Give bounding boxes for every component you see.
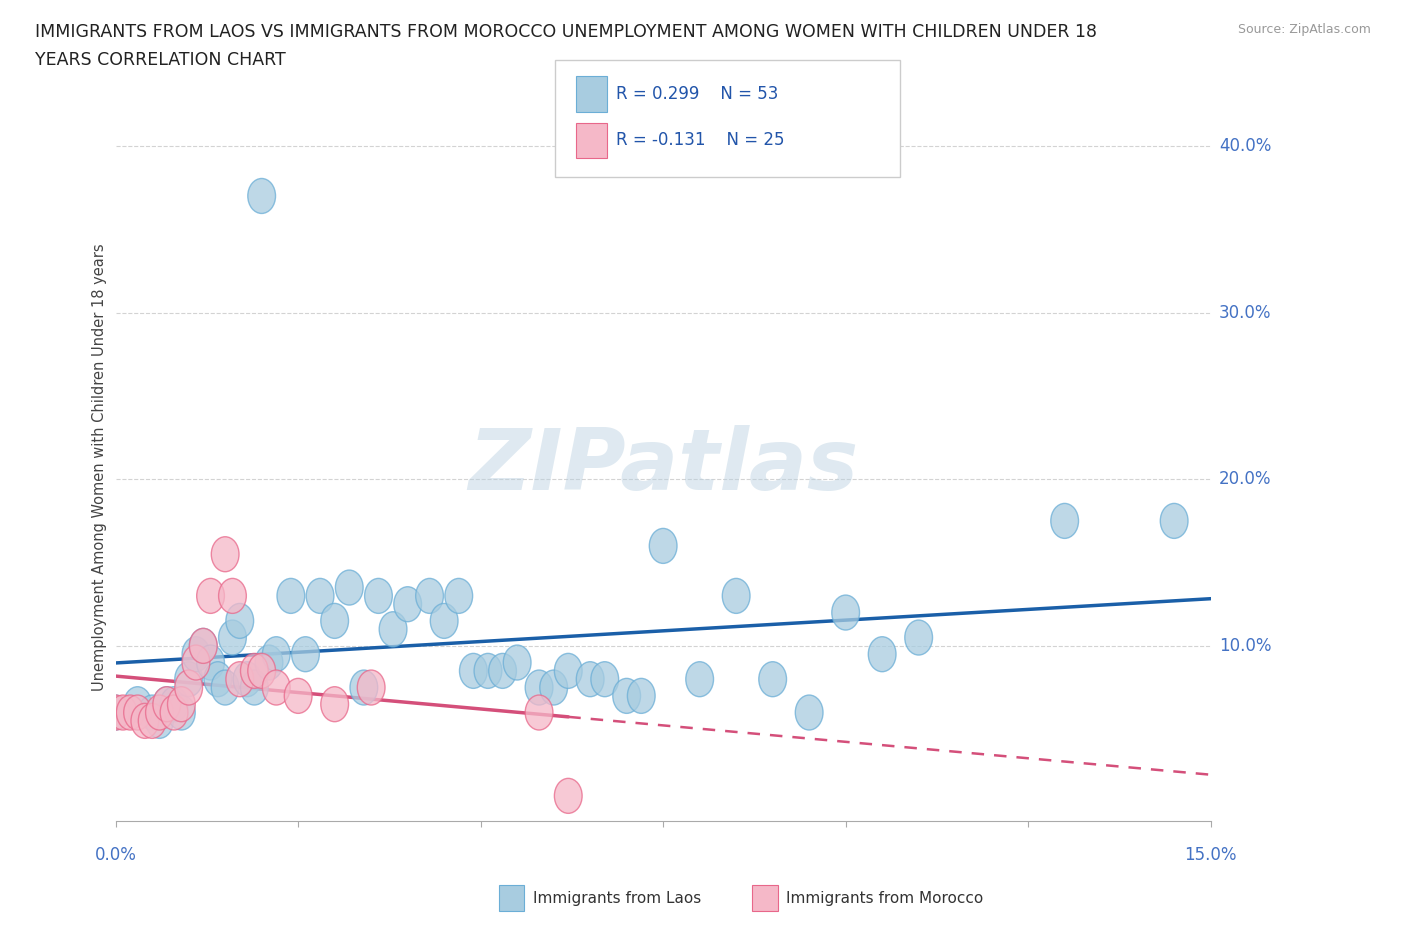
Ellipse shape bbox=[474, 654, 502, 688]
Ellipse shape bbox=[627, 678, 655, 713]
Ellipse shape bbox=[263, 670, 290, 705]
Ellipse shape bbox=[174, 662, 202, 697]
Ellipse shape bbox=[101, 695, 129, 730]
Ellipse shape bbox=[247, 179, 276, 214]
Ellipse shape bbox=[190, 629, 217, 663]
Ellipse shape bbox=[160, 695, 188, 730]
Ellipse shape bbox=[190, 629, 217, 663]
Ellipse shape bbox=[218, 578, 246, 614]
Ellipse shape bbox=[832, 595, 859, 630]
Ellipse shape bbox=[101, 695, 129, 730]
Ellipse shape bbox=[686, 662, 713, 697]
Ellipse shape bbox=[124, 686, 152, 722]
Ellipse shape bbox=[489, 654, 516, 688]
Text: YEARS CORRELATION CHART: YEARS CORRELATION CHART bbox=[35, 51, 285, 69]
Ellipse shape bbox=[526, 670, 553, 705]
Ellipse shape bbox=[350, 670, 378, 705]
Ellipse shape bbox=[1050, 503, 1078, 538]
Ellipse shape bbox=[197, 578, 225, 614]
Ellipse shape bbox=[153, 686, 180, 722]
Ellipse shape bbox=[110, 695, 136, 730]
Ellipse shape bbox=[416, 578, 443, 614]
Ellipse shape bbox=[183, 637, 209, 671]
Ellipse shape bbox=[218, 620, 246, 655]
Ellipse shape bbox=[380, 612, 406, 646]
Ellipse shape bbox=[153, 686, 180, 722]
Ellipse shape bbox=[167, 695, 195, 730]
Text: 30.0%: 30.0% bbox=[1219, 303, 1271, 322]
Ellipse shape bbox=[211, 670, 239, 705]
Ellipse shape bbox=[321, 686, 349, 722]
Ellipse shape bbox=[226, 604, 253, 638]
Ellipse shape bbox=[146, 703, 173, 738]
Ellipse shape bbox=[336, 570, 363, 605]
Ellipse shape bbox=[526, 695, 553, 730]
Text: R = 0.299    N = 53: R = 0.299 N = 53 bbox=[616, 85, 778, 103]
Y-axis label: Unemployment Among Women with Children Under 18 years: Unemployment Among Women with Children U… bbox=[93, 243, 107, 691]
Ellipse shape bbox=[146, 695, 173, 730]
Ellipse shape bbox=[613, 678, 641, 713]
Ellipse shape bbox=[591, 662, 619, 697]
Ellipse shape bbox=[183, 645, 209, 680]
Ellipse shape bbox=[430, 604, 458, 638]
Ellipse shape bbox=[204, 662, 232, 697]
Text: Immigrants from Laos: Immigrants from Laos bbox=[533, 891, 702, 906]
Ellipse shape bbox=[124, 695, 152, 730]
Ellipse shape bbox=[263, 637, 290, 671]
Ellipse shape bbox=[444, 578, 472, 614]
Text: Immigrants from Morocco: Immigrants from Morocco bbox=[786, 891, 983, 906]
Ellipse shape bbox=[233, 662, 262, 697]
Ellipse shape bbox=[357, 670, 385, 705]
Ellipse shape bbox=[277, 578, 305, 614]
Ellipse shape bbox=[650, 528, 678, 564]
Ellipse shape bbox=[197, 645, 225, 680]
Ellipse shape bbox=[796, 695, 823, 730]
Text: IMMIGRANTS FROM LAOS VS IMMIGRANTS FROM MOROCCO UNEMPLOYMENT AMONG WOMEN WITH CH: IMMIGRANTS FROM LAOS VS IMMIGRANTS FROM … bbox=[35, 23, 1097, 41]
Text: 20.0%: 20.0% bbox=[1219, 471, 1271, 488]
Ellipse shape bbox=[307, 578, 335, 614]
Ellipse shape bbox=[211, 537, 239, 572]
Ellipse shape bbox=[321, 604, 349, 638]
Ellipse shape bbox=[291, 637, 319, 671]
Ellipse shape bbox=[554, 654, 582, 688]
Ellipse shape bbox=[364, 578, 392, 614]
Ellipse shape bbox=[503, 645, 531, 680]
Text: R = -0.131    N = 25: R = -0.131 N = 25 bbox=[616, 131, 785, 150]
Ellipse shape bbox=[905, 620, 932, 655]
Text: 40.0%: 40.0% bbox=[1219, 137, 1271, 155]
Ellipse shape bbox=[576, 662, 605, 697]
Ellipse shape bbox=[759, 662, 786, 697]
Ellipse shape bbox=[460, 654, 488, 688]
Ellipse shape bbox=[117, 695, 145, 730]
Ellipse shape bbox=[254, 645, 283, 680]
Ellipse shape bbox=[869, 637, 896, 671]
Ellipse shape bbox=[284, 678, 312, 713]
Ellipse shape bbox=[554, 778, 582, 814]
Text: 15.0%: 15.0% bbox=[1184, 846, 1237, 864]
Ellipse shape bbox=[1160, 503, 1188, 538]
Ellipse shape bbox=[160, 686, 188, 722]
Text: 10.0%: 10.0% bbox=[1219, 637, 1271, 655]
Ellipse shape bbox=[226, 662, 253, 697]
Text: 0.0%: 0.0% bbox=[94, 846, 136, 864]
Ellipse shape bbox=[240, 654, 269, 688]
Ellipse shape bbox=[247, 654, 276, 688]
Text: Source: ZipAtlas.com: Source: ZipAtlas.com bbox=[1237, 23, 1371, 36]
Ellipse shape bbox=[167, 686, 195, 722]
Ellipse shape bbox=[174, 670, 202, 705]
Ellipse shape bbox=[131, 703, 159, 738]
Ellipse shape bbox=[138, 703, 166, 738]
Ellipse shape bbox=[723, 578, 749, 614]
Ellipse shape bbox=[540, 670, 568, 705]
Ellipse shape bbox=[240, 670, 269, 705]
Ellipse shape bbox=[138, 695, 166, 730]
Text: ZIPatlas: ZIPatlas bbox=[468, 425, 858, 509]
Ellipse shape bbox=[394, 587, 422, 622]
